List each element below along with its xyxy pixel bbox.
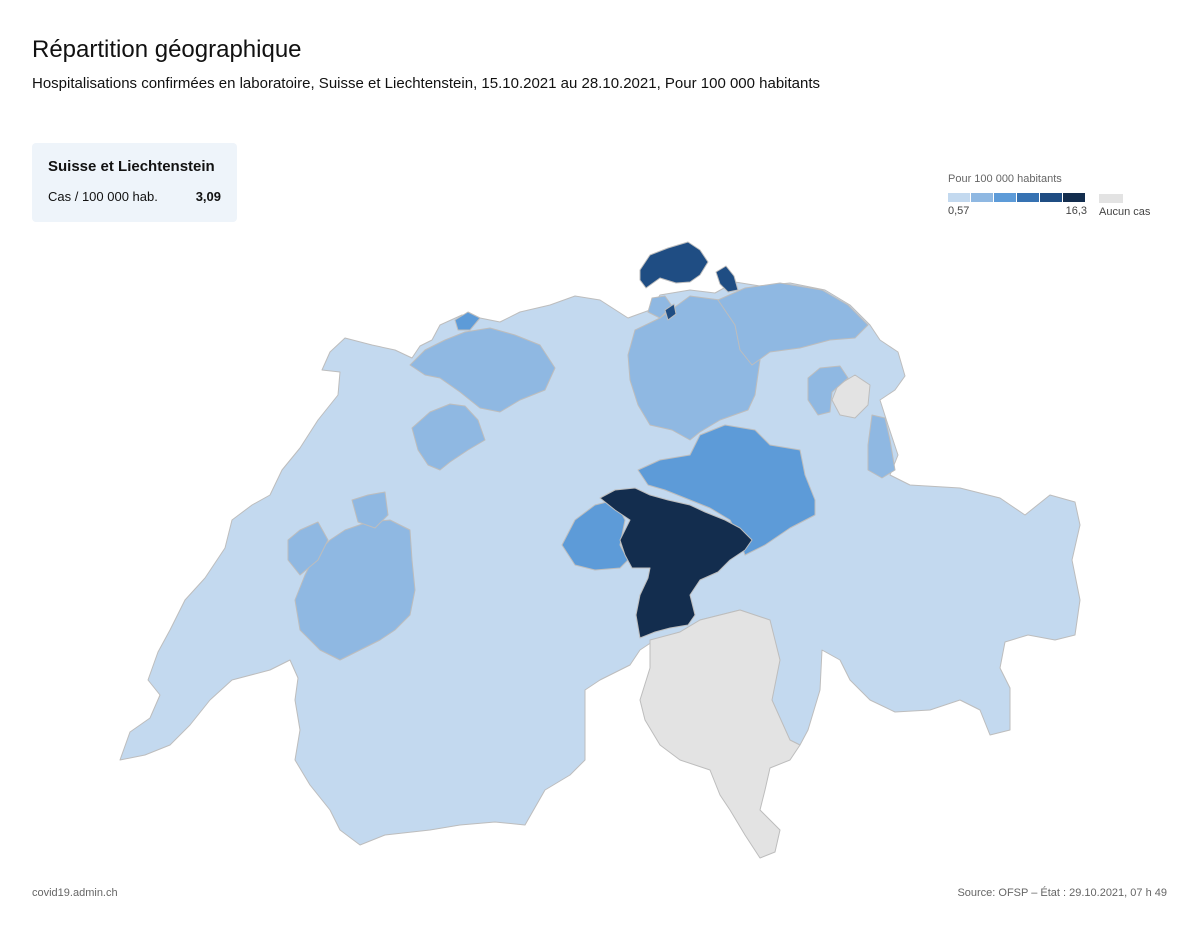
summary-box: Suisse et Liechtenstein Cas / 100 000 ha… bbox=[32, 143, 237, 222]
page-subtitle: Hospitalisations confirmées en laboratoi… bbox=[32, 75, 821, 92]
footer-source-right: Source: OFSP – État : 29.10.2021, 07 h 4… bbox=[957, 887, 1167, 899]
footer-source-left: covid19.admin.ch bbox=[32, 887, 118, 899]
legend-max-label: 16,3 bbox=[1065, 205, 1087, 217]
region-ticino[interactable] bbox=[639, 609, 801, 859]
region-fribourg-north[interactable] bbox=[351, 491, 389, 529]
legend-min-label: 0,57 bbox=[948, 205, 970, 217]
region-zurich[interactable] bbox=[627, 295, 761, 441]
region-schaffhausen-enclave[interactable] bbox=[664, 303, 677, 321]
legend-no-cases-swatch bbox=[1099, 194, 1123, 203]
region-schaffhausen-east[interactable] bbox=[715, 265, 739, 293]
region-stgallen-part[interactable] bbox=[807, 365, 849, 416]
legend-swatch-3 bbox=[994, 193, 1016, 202]
region-schwyz[interactable] bbox=[637, 424, 816, 556]
summary-row: Cas / 100 000 hab. 3,09 bbox=[48, 189, 221, 204]
region-appenzell[interactable] bbox=[831, 374, 871, 419]
region-thurgau[interactable] bbox=[717, 282, 869, 366]
map-legend: Pour 100 000 habitants 0,57 16,3 Aucun c… bbox=[948, 173, 1163, 218]
summary-label: Cas / 100 000 hab. bbox=[48, 189, 158, 204]
legend-swatch-6 bbox=[1063, 193, 1085, 202]
page-title: Répartition géographique bbox=[32, 36, 302, 63]
region-uri[interactable] bbox=[599, 487, 753, 639]
region-rheintal[interactable] bbox=[867, 414, 896, 479]
legend-swatch-1 bbox=[948, 193, 970, 202]
region-solothurn-part[interactable] bbox=[411, 403, 486, 471]
legend-swatch-5 bbox=[1040, 193, 1062, 202]
region-lucerne[interactable] bbox=[561, 499, 629, 571]
legend-swatch-4 bbox=[1017, 193, 1039, 202]
summary-title: Suisse et Liechtenstein bbox=[48, 158, 215, 175]
region-fribourg-west[interactable] bbox=[287, 521, 329, 576]
region-schaffhausen[interactable] bbox=[639, 241, 709, 289]
legend-scale-labels: 0,57 16,3 bbox=[948, 205, 1087, 217]
region-basel[interactable] bbox=[409, 327, 556, 413]
legend-no-cases: Aucun cas bbox=[1099, 194, 1150, 218]
summary-value: 3,09 bbox=[195, 189, 221, 204]
legend-swatch-2 bbox=[971, 193, 993, 202]
region-basel-city[interactable] bbox=[454, 311, 481, 331]
legend-no-cases-label: Aucun cas bbox=[1099, 206, 1151, 218]
legend-title: Pour 100 000 habitants bbox=[948, 173, 1062, 185]
legend-color-scale bbox=[948, 193, 1163, 202]
region-fribourg[interactable] bbox=[294, 519, 416, 661]
